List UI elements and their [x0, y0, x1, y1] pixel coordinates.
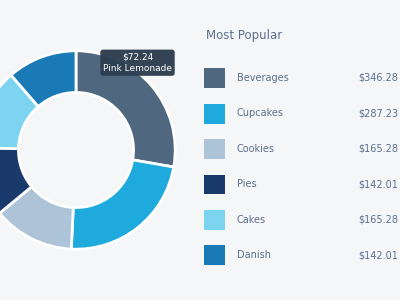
- FancyBboxPatch shape: [204, 245, 224, 265]
- Text: Pies: Pies: [237, 179, 256, 189]
- Text: Danish: Danish: [237, 250, 271, 260]
- Wedge shape: [11, 51, 76, 106]
- Wedge shape: [0, 75, 38, 148]
- FancyBboxPatch shape: [204, 68, 224, 88]
- FancyBboxPatch shape: [204, 104, 224, 124]
- Wedge shape: [0, 187, 73, 249]
- FancyBboxPatch shape: [204, 210, 224, 230]
- Text: Most Popular: Most Popular: [206, 29, 282, 43]
- Text: $165.28: $165.28: [358, 214, 398, 225]
- Wedge shape: [0, 148, 32, 213]
- Text: $142.01: $142.01: [358, 179, 398, 189]
- Text: Beverages: Beverages: [237, 73, 288, 83]
- Text: $346.28: $346.28: [358, 73, 398, 83]
- FancyBboxPatch shape: [204, 175, 224, 194]
- Text: Cupcakes: Cupcakes: [237, 108, 284, 118]
- Text: $72.24
Pink Lemonade: $72.24 Pink Lemonade: [103, 52, 172, 73]
- Wedge shape: [76, 51, 175, 167]
- Text: Cookies: Cookies: [237, 144, 275, 154]
- Text: $142.01: $142.01: [358, 250, 398, 260]
- Text: $165.28: $165.28: [358, 144, 398, 154]
- Wedge shape: [71, 160, 174, 249]
- FancyBboxPatch shape: [204, 139, 224, 159]
- Text: $287.23: $287.23: [358, 108, 398, 118]
- Text: Cakes: Cakes: [237, 214, 266, 225]
